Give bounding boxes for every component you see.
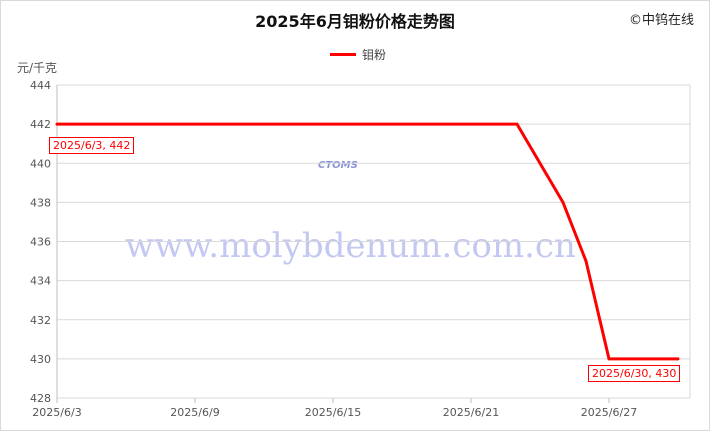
watermark-logo: CTOMS — [318, 160, 358, 171]
y-tick-label: 438 — [30, 196, 51, 209]
y-tick-label: 432 — [30, 314, 51, 327]
data-label-start: 2025/6/3, 442 — [49, 137, 135, 154]
y-tick-label: 444 — [30, 79, 51, 92]
x-tick-label: 2025/6/15 — [305, 406, 361, 419]
data-point — [515, 122, 519, 126]
y-axis-label: 元/千克 — [17, 61, 58, 75]
legend-label: 钼粉 — [362, 48, 387, 62]
watermark: www.molybdenum.com.cn — [125, 226, 576, 266]
legend-swatch — [330, 53, 356, 56]
x-tick-label: 2025/6/9 — [170, 406, 219, 419]
data-point — [584, 259, 588, 263]
y-tick-label: 440 — [30, 157, 51, 170]
y-tick-label: 430 — [30, 353, 51, 366]
copyright: ©中钨在线 — [628, 13, 694, 28]
data-point — [607, 357, 611, 361]
y-tick-label: 428 — [30, 392, 51, 405]
data-point — [55, 122, 59, 126]
chart-title: 2025年6月钼粉价格走势图 — [255, 12, 455, 31]
data-label-end: 2025/6/30, 430 — [588, 365, 681, 382]
x-tick-label: 2025/6/27 — [581, 406, 637, 419]
y-tick-label: 436 — [30, 236, 51, 249]
series-line — [57, 122, 678, 361]
x-tick-label: 2025/6/21 — [443, 406, 499, 419]
legend: 钼粉 — [330, 46, 386, 63]
y-tick-label: 442 — [30, 118, 51, 131]
data-point — [676, 357, 680, 361]
data-point — [561, 200, 565, 204]
y-tick-label: 434 — [30, 275, 51, 288]
x-tick-label: 2025/6/3 — [32, 406, 81, 419]
